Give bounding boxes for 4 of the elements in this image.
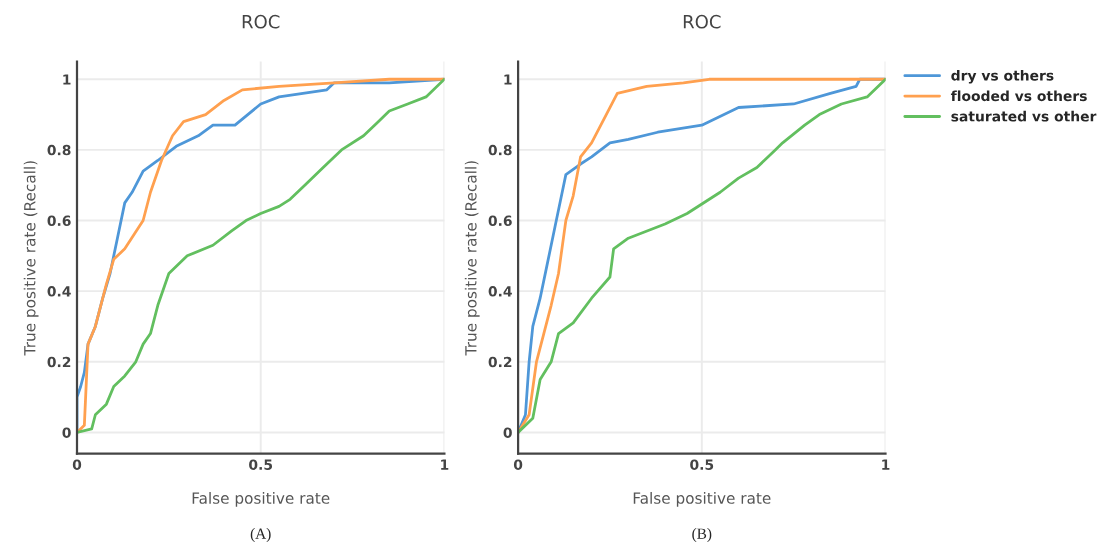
line-series <box>77 77 445 434</box>
line-series <box>518 77 886 434</box>
chart-title: ROC <box>683 14 721 29</box>
chart-title: ROC <box>242 14 280 29</box>
